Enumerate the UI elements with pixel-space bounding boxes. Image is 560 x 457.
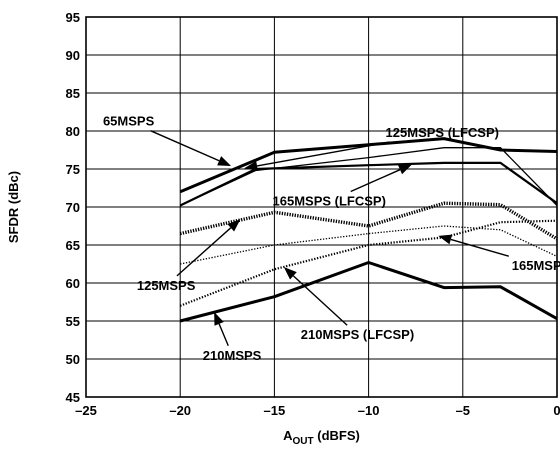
y-tick-label: 65 — [66, 238, 80, 253]
y-tick-label: 70 — [66, 200, 80, 215]
annotation-label: 125MSPS (LFCSP) — [386, 125, 499, 140]
y-tick-label: 45 — [66, 390, 80, 405]
annotation-arrowhead — [217, 156, 232, 166]
annotation-arrow-line — [292, 275, 348, 326]
annotation-label: 165MSPS (LFCSP) — [273, 193, 386, 208]
grid — [86, 17, 557, 397]
annotation-layer: 65MSPS 125MSPS (LFCSP) 165MSPS (LFCSP) 125M… — [103, 114, 560, 363]
annotation-label: 125MSPS — [137, 278, 196, 293]
annotation-arrowhead — [283, 267, 297, 280]
annotation-arrowhead — [438, 234, 453, 245]
series-line — [179, 201, 558, 241]
annotation-arrow-line — [218, 323, 229, 347]
annotation-label: 210MSPS — [203, 348, 262, 363]
series-line — [180, 225, 558, 265]
axis-ticks: –25 –20 –15 –10 –5 0 45 50 55 60 65 70 75 80 85 90 95 — [66, 10, 560, 418]
y-tick-label: 95 — [66, 10, 80, 25]
series-line — [179, 161, 558, 207]
x-tick-label: 0 — [553, 403, 560, 418]
x-tick-label: –15 — [264, 403, 286, 418]
y-tick-label: 75 — [66, 162, 80, 177]
y-tick-label: 60 — [66, 276, 80, 291]
annotation-arrow-line — [176, 227, 232, 277]
y-tick-label: 90 — [66, 48, 80, 63]
annotation-arrowhead — [214, 311, 224, 326]
x-axis-title: AOUT (dBFS) — [283, 428, 360, 447]
annotation-label: 165MSPS — [512, 258, 560, 273]
annotation-arrow-line — [450, 238, 509, 257]
x-tick-label: –20 — [169, 403, 191, 418]
x-tick-label: –10 — [358, 403, 380, 418]
x-tick-label: –5 — [456, 403, 470, 418]
annotation-arrow-line — [256, 141, 390, 167]
y-tick-label: 85 — [66, 86, 80, 101]
y-tick-label: 55 — [66, 314, 80, 329]
annotation-label: 210MSPS (LFCSP) — [301, 327, 414, 342]
y-tick-label: 50 — [66, 352, 80, 367]
annotation-arrow-line — [150, 130, 220, 162]
series-line — [179, 261, 558, 323]
series-line — [179, 137, 558, 194]
annotation-arrowhead — [398, 164, 412, 175]
x-axis-title-main: A — [283, 428, 293, 443]
x-axis-title-subscript: OUT — [293, 436, 314, 447]
annotation-arrowhead — [227, 219, 241, 232]
annotation-arrowhead — [244, 161, 258, 171]
series-line — [179, 219, 558, 307]
x-tick-label: –25 — [75, 403, 97, 418]
series-line — [179, 147, 558, 207]
y-axis-title: SFDR (dBc) — [6, 171, 21, 243]
series-layer — [179, 137, 558, 323]
annotation-arrow-line — [350, 169, 401, 193]
annotation-label: 65MSPS — [103, 114, 155, 129]
y-tick-label: 80 — [66, 124, 80, 139]
x-axis-title-suffix: (dBFS) — [314, 428, 360, 443]
